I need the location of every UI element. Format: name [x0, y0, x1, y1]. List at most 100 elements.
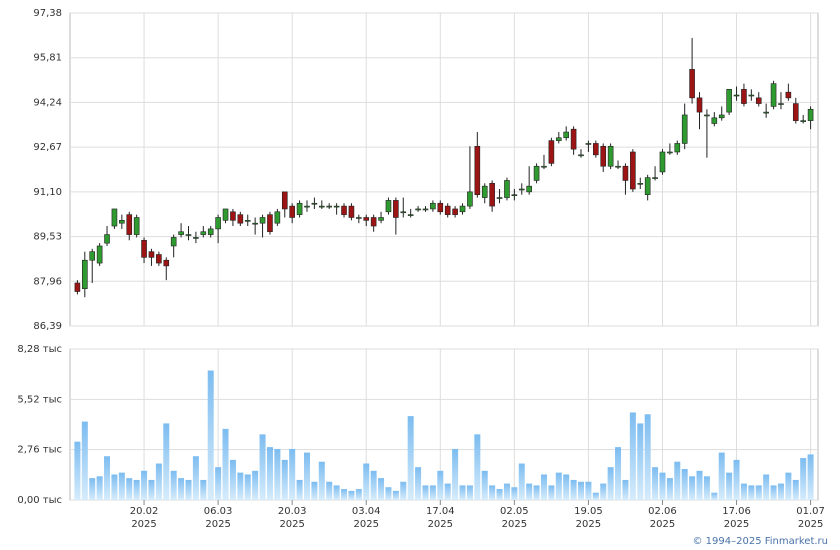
volume-bar [689, 476, 696, 500]
candle-body [370, 217, 377, 227]
volume-bar [385, 487, 392, 500]
candle-body [711, 117, 718, 124]
volume-bar [104, 456, 111, 500]
volume-bar [644, 414, 651, 500]
candle-body [304, 205, 310, 208]
volume-bar [281, 459, 288, 500]
volume-bar [615, 447, 622, 500]
volume-bar [429, 485, 436, 500]
candle-body [170, 237, 177, 247]
volume-bar [503, 483, 510, 500]
volume-bar [763, 474, 770, 500]
volume-bar [289, 448, 296, 500]
candle-body [296, 202, 303, 215]
candle-body [378, 217, 384, 221]
candle-body [467, 191, 473, 207]
candle-body [696, 97, 703, 113]
volume-bar [311, 481, 318, 500]
volume-bar [659, 472, 666, 500]
footer: © 1994–2025 Finmarket.ru [692, 536, 828, 547]
candle-body [326, 205, 333, 208]
candle-body [415, 208, 421, 211]
candle-body [748, 94, 755, 97]
volume-bar [652, 467, 659, 500]
candle-body [511, 194, 518, 197]
volume-bar [466, 485, 473, 500]
x-tick-label: 02.06 2025 [648, 506, 677, 530]
y-tick-label: 91,10 [33, 187, 62, 198]
candle-body [681, 114, 688, 144]
candle-body [585, 143, 592, 145]
candle-body [407, 214, 414, 216]
volume-bar [489, 485, 496, 500]
volume-bar [533, 485, 540, 500]
candle-body [763, 111, 769, 114]
volume-bar [215, 467, 222, 500]
candle-body [289, 205, 295, 218]
candle-body [385, 200, 392, 213]
candle-body [533, 165, 540, 181]
candle-body [185, 234, 192, 236]
volume-bar [296, 479, 303, 500]
candle-body [430, 202, 436, 210]
volume-bar [548, 485, 555, 500]
volume-bar [163, 423, 170, 500]
candle-body [807, 108, 814, 121]
candle-body [526, 185, 532, 193]
volume-bar [326, 481, 333, 500]
candle-body [541, 165, 547, 168]
x-tick-label: 20.02 2025 [129, 506, 159, 530]
candle-body [400, 211, 407, 214]
volume-bar [392, 490, 399, 500]
candle-body [474, 145, 481, 196]
volume-bar [726, 472, 733, 500]
volume-bar [89, 478, 96, 500]
volume-bar [155, 463, 162, 500]
volume-bar [74, 441, 81, 500]
volume-bar [511, 487, 518, 500]
candle-body [607, 145, 614, 167]
volume-bar [355, 489, 362, 500]
candle-body [689, 69, 695, 99]
y-tick-label: 89,53 [33, 232, 62, 243]
volume-bar [755, 485, 762, 500]
volume-tick-label: 0,00 тыс [17, 495, 62, 506]
candle-body [593, 143, 599, 156]
y-tick-label: 95,81 [33, 53, 62, 64]
candle-body [148, 251, 155, 258]
x-tick-label: 03.04 2025 [351, 506, 381, 530]
volume-bar [770, 485, 777, 500]
volume-bar [526, 483, 533, 500]
volume-bar [341, 489, 348, 500]
candle-body [452, 208, 458, 215]
volume-bar [333, 485, 340, 500]
candle-body [555, 137, 562, 141]
volume-bar [133, 479, 140, 500]
volume-bar [674, 461, 681, 500]
candle-body [222, 208, 229, 221]
volume-bar [600, 483, 607, 500]
candle-body [156, 254, 162, 264]
candle-body [230, 211, 236, 221]
y-tick-label: 86,39 [33, 321, 62, 332]
candle-body [141, 239, 147, 258]
candle-body [259, 217, 266, 224]
candle-body [111, 208, 118, 227]
volume-bar [711, 492, 718, 500]
volume-bar [637, 423, 644, 500]
candle-body [718, 114, 725, 119]
candle-body [496, 197, 503, 199]
volume-bar [681, 468, 688, 500]
candle-body [659, 151, 666, 173]
candle-body [637, 183, 644, 185]
candle-body [74, 282, 81, 292]
candle-body [733, 94, 740, 97]
volume-bar [563, 474, 570, 500]
volume-bar [415, 467, 422, 500]
volume-bar [703, 476, 710, 500]
candle-body [778, 103, 784, 105]
candle-body [178, 231, 184, 235]
volume-bar [437, 470, 444, 500]
candle-body [163, 259, 170, 267]
